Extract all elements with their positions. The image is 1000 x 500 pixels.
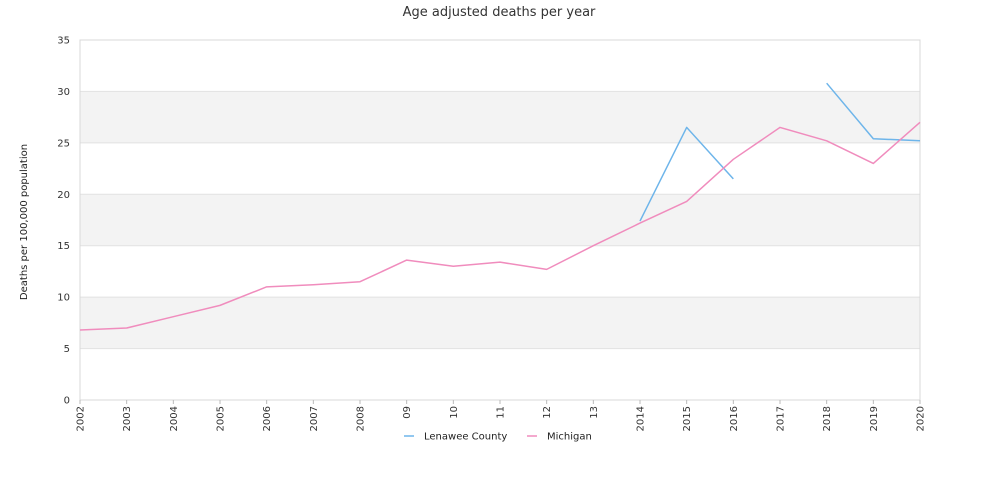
x-tick-label: 2002 (76, 406, 87, 431)
y-tick-label: 35 (57, 36, 70, 47)
legend-label: Lenawee County (424, 432, 507, 443)
series-layer (79, 82, 921, 331)
y-tick-label: 0 (64, 396, 70, 407)
x-tick-label: 2018 (822, 406, 833, 431)
grid-band (80, 194, 920, 246)
chart-title: Age adjusted deaths per year (403, 5, 596, 20)
y-tick-label: 20 (57, 190, 70, 201)
grid-band (80, 91, 920, 143)
legend: Lenawee County Michigan (404, 432, 592, 443)
x-tick-label: 2016 (729, 406, 740, 431)
x-tick-label: 13 (589, 406, 600, 419)
x-tick-label: 2014 (636, 406, 647, 431)
x-tick-label: 2004 (169, 406, 180, 431)
x-tick-label: 2005 (216, 406, 227, 431)
y-tick-label: 30 (57, 87, 70, 98)
x-tick-label: 2017 (776, 406, 787, 431)
legend-label: Michigan (547, 432, 592, 443)
y-tick-label: 25 (57, 138, 70, 149)
x-tick-label: 12 (542, 406, 553, 419)
x-tick-label: 2008 (356, 406, 367, 431)
x-tick-label: 2003 (122, 406, 133, 431)
x-tick-label: 11 (496, 406, 507, 419)
x-axis: 2002 2003 2004 2005 2006 2007 2008 09 10 11 12 13 20… (76, 400, 927, 431)
grid-bands (80, 91, 920, 349)
x-tick-label: 10 (449, 406, 460, 419)
series-michigan (79, 121, 921, 331)
series-line (79, 121, 921, 331)
x-tick-label: 2020 (916, 406, 927, 431)
x-tick-label: 2006 (262, 406, 273, 431)
y-axis: 0 5 10 15 20 25 30 35 (57, 36, 70, 407)
grid-band (80, 297, 920, 349)
grid-lines (80, 39, 920, 401)
x-tick-label: 2015 (682, 406, 693, 431)
y-tick-label: 5 (64, 344, 70, 355)
x-tick-label: 09 (402, 406, 413, 419)
y-tick-label: 15 (57, 241, 70, 252)
series-lenawee-county (639, 82, 921, 222)
y-axis-label: Deaths per 100,000 population (19, 144, 30, 300)
x-tick-label: 2007 (309, 406, 320, 431)
legend-item[interactable]: Lenawee County (404, 432, 507, 443)
series-line (639, 82, 921, 222)
x-tick-label: 2019 (869, 406, 880, 431)
y-tick-label: 10 (57, 293, 70, 304)
legend-item[interactable]: Michigan (527, 432, 592, 443)
